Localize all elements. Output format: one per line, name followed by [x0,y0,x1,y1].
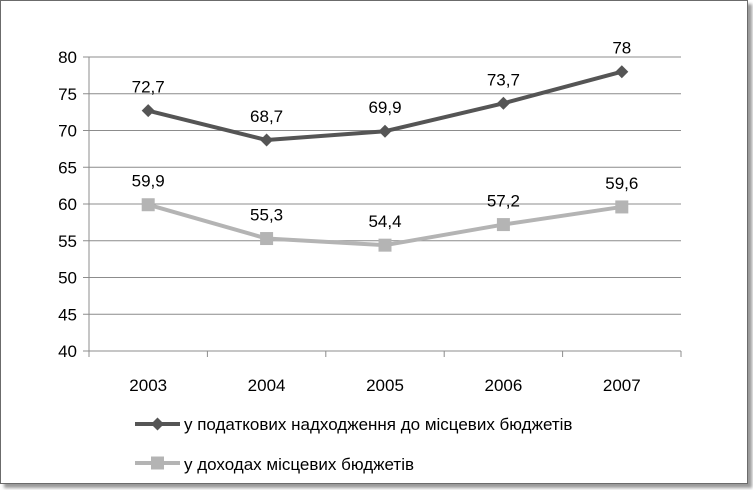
data-label: 68,7 [250,107,283,126]
data-label: 54,4 [368,212,401,231]
x-tick-label: 2006 [484,376,522,395]
data-point [260,133,274,147]
y-axis: 40 45 50 55 60 65 70 75 80 [58,48,90,361]
legend: у податкових надходження до місцевих бюд… [135,415,572,474]
x-tick-label: 2003 [129,376,167,395]
data-label: 59,9 [132,172,165,191]
data-label: 72,7 [132,78,165,97]
gridlines [89,56,681,315]
data-point [141,104,155,118]
data-point [141,198,155,212]
x-axis: 2003 2004 2005 2006 2007 [88,350,682,395]
legend-label-series-2: у доходах місцевих бюджетів [184,455,414,474]
x-tick-label: 2007 [603,376,641,395]
data-point [496,96,510,110]
x-tick-label: 2005 [366,376,404,395]
data-point [378,124,392,138]
data-label: 73,7 [487,70,520,89]
data-point [496,218,510,232]
legend-marker-series-2 [151,456,164,470]
y-tick-label: 50 [58,269,77,288]
data-label: 55,3 [250,206,283,225]
y-tick-label: 65 [58,158,77,177]
data-label: 57,2 [487,192,520,211]
data-label: 78 [612,39,631,58]
legend-label-series-1: у податкових надходження до місцевих бюд… [184,415,572,434]
data-label: 59,6 [605,174,638,193]
y-tick-label: 70 [58,122,77,141]
y-tick-label: 45 [58,305,77,324]
data-point [260,232,274,246]
legend-marker-series-1 [151,417,164,431]
data-point [615,65,629,79]
data-point [378,238,392,252]
y-tick-label: 55 [58,232,77,251]
data-point [615,200,629,214]
series-group: 72,7 68,7 69,9 73,7 78 59,9 55,3 54,4 57,2 59,6 [132,39,638,252]
x-tick-label: 2004 [248,376,286,395]
y-tick-label: 80 [58,48,77,67]
y-tick-label: 40 [58,342,77,361]
y-tick-label: 75 [58,85,77,104]
data-label: 69,9 [368,98,401,117]
y-tick-label: 60 [58,195,77,214]
